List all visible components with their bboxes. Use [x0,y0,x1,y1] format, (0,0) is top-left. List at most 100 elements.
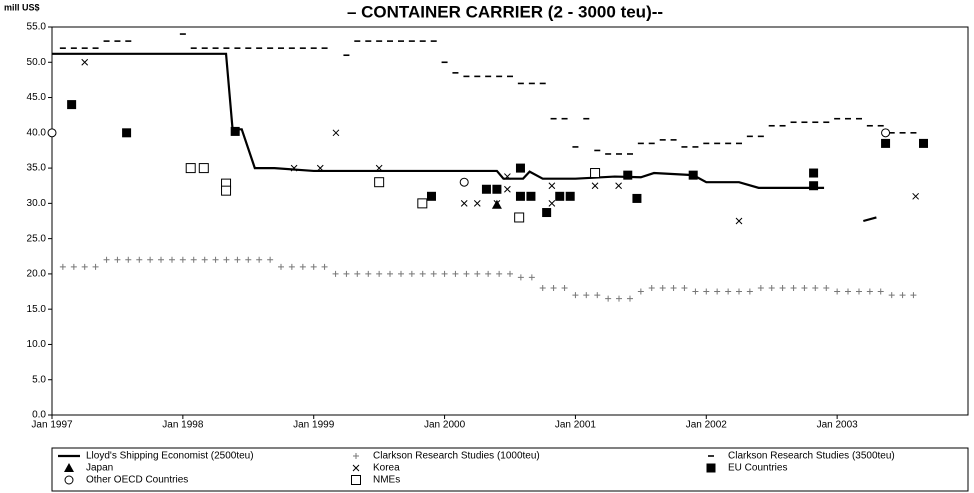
y-tick-label: 50.0 [27,57,47,68]
chart-title: – CONTAINER CARRIER (2 - 3000 teu)-- [347,2,663,21]
circle-marker [459,177,469,187]
plus-marker [452,270,459,277]
square-marker [688,170,698,180]
plus-marker [616,295,623,302]
plus-marker [387,270,394,277]
legend-label: EU Countries [728,463,787,474]
circle-marker [47,128,57,138]
cross-marker [290,164,298,172]
y-tick-label: 25.0 [27,233,47,244]
y-tick-label: 35.0 [27,163,47,174]
cross-marker [375,164,383,172]
plus-marker [168,256,175,263]
legend-box [51,447,969,492]
plus-marker [441,270,448,277]
x-tick-label: Jan 1997 [31,420,73,431]
square-marker [632,193,642,203]
plus-marker [419,270,426,277]
plus-marker [812,285,819,292]
square-marker [526,191,536,201]
plus-marker [507,270,513,277]
plus-marker [714,288,721,295]
plus-marker [365,270,372,277]
plus-marker [408,270,415,277]
y-tick-label: 20.0 [27,269,47,280]
plus-marker [397,270,404,277]
plus-marker [343,270,350,277]
plus-marker [463,270,470,277]
square-marker [623,170,633,180]
plus-marker [332,270,339,277]
legend-symbol [706,463,716,473]
plus-marker [474,270,481,277]
plus-marker [725,288,732,295]
plus-marker [256,256,263,263]
plus-marker [757,285,764,292]
plus-marker [430,270,437,277]
plus-marker [92,263,99,270]
plus-marker [158,256,165,263]
square-marker [565,191,575,201]
y-tick-label: 40.0 [27,127,47,138]
square-marker [481,184,491,194]
plus-marker [354,270,361,277]
plus-marker [310,263,317,270]
square-marker [542,208,552,218]
plus-marker [496,270,503,277]
square-marker [122,128,132,138]
plus-marker [234,256,241,263]
plus-marker [212,256,219,263]
plus-marker [768,285,775,292]
plus-marker [485,270,492,277]
cross-marker [473,200,481,207]
plus-marker [223,256,230,263]
legend-label: Clarkson Research Studies (1000teu) [373,451,540,462]
cross-marker [591,182,599,190]
x-tick-label: Jan 2002 [686,420,728,431]
cross-marker [316,164,324,172]
square-marker [809,181,819,191]
plus-marker [681,285,688,292]
square-marker [426,191,436,201]
plus-marker [605,295,612,302]
plus-marker [594,292,601,299]
legend-symbol [64,475,74,485]
plus-marker [572,292,579,299]
open-square-marker [374,177,385,188]
y-tick-label: 5.0 [32,374,46,385]
cross-marker [493,200,501,207]
plus-marker [692,288,699,295]
plus-marker [823,285,830,292]
plus-marker [299,263,306,270]
plus-marker [125,256,132,263]
plus-marker [736,288,742,295]
plus-marker [899,292,906,299]
circle-marker [881,128,891,138]
plus-marker [539,285,546,292]
plus-marker [910,292,917,299]
y-tick-label: 30.0 [27,198,47,209]
plus-marker [659,285,666,292]
cross-marker [504,173,511,180]
plus-marker [790,285,797,292]
y-tick-label: 0.0 [32,410,46,421]
plus-marker [855,288,862,295]
cross-marker [615,182,622,190]
plus-marker [278,263,284,270]
legend-label: Japan [86,463,113,474]
plus-marker [550,285,557,292]
plus-marker [866,288,873,295]
plus-marker [114,256,121,263]
plus-marker [801,285,808,292]
legend-label: NMEs [373,475,400,486]
cross-marker [81,58,89,66]
square-marker [230,126,240,136]
plus-marker [245,256,252,263]
plus-marker [583,292,590,299]
square-marker [881,138,891,148]
legend-label: Korea [373,463,400,474]
plus-marker [59,263,66,270]
plus-marker [190,256,197,263]
plus-marker [845,288,852,295]
plus-marker [147,256,154,263]
